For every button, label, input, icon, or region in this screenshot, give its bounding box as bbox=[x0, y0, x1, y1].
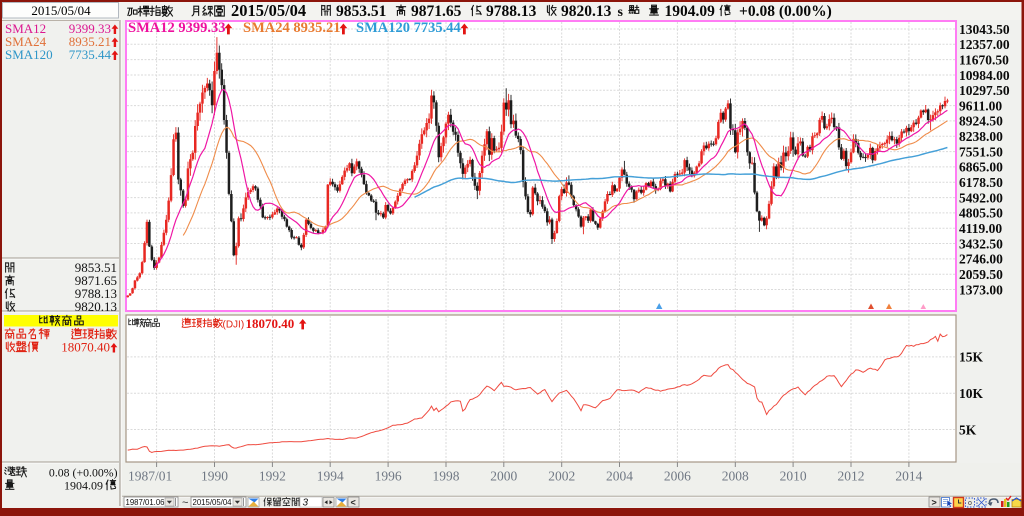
svg-text:8935.21: 8935.21 bbox=[69, 34, 111, 49]
svg-text:1996: 1996 bbox=[375, 468, 402, 483]
svg-text:9871.65: 9871.65 bbox=[411, 3, 462, 20]
svg-text:1998: 1998 bbox=[433, 468, 460, 483]
svg-text:10K: 10K bbox=[959, 386, 984, 401]
svg-text:2746.00: 2746.00 bbox=[959, 252, 1003, 267]
svg-text:4119.00: 4119.00 bbox=[959, 221, 1002, 236]
svg-text:(DJI): (DJI) bbox=[223, 320, 245, 331]
svg-text:~: ~ bbox=[182, 497, 188, 509]
svg-text:10984.00: 10984.00 bbox=[959, 68, 1010, 83]
svg-text:13043.50: 13043.50 bbox=[959, 22, 1010, 37]
svg-text:9820.13: 9820.13 bbox=[561, 3, 612, 20]
svg-text:6178.50: 6178.50 bbox=[959, 175, 1003, 190]
svg-text:12357.00: 12357.00 bbox=[959, 37, 1010, 52]
svg-text:2004: 2004 bbox=[606, 468, 633, 483]
svg-text:1373.00: 1373.00 bbox=[959, 282, 1003, 297]
svg-text:SMA12: SMA12 bbox=[5, 21, 46, 36]
svg-text:8238.00: 8238.00 bbox=[959, 129, 1003, 144]
svg-text:2006: 2006 bbox=[664, 468, 691, 483]
svg-text:7735.44: 7735.44 bbox=[69, 47, 112, 62]
svg-text:3: 3 bbox=[303, 498, 309, 509]
svg-text:SMA24: SMA24 bbox=[5, 34, 47, 49]
svg-text:2012: 2012 bbox=[838, 468, 865, 483]
svg-text:2015/05/04: 2015/05/04 bbox=[193, 498, 233, 507]
svg-text:2015/05/04: 2015/05/04 bbox=[231, 1, 306, 20]
svg-text:6865.00: 6865.00 bbox=[959, 160, 1003, 175]
svg-text:9788.13: 9788.13 bbox=[75, 286, 117, 301]
svg-text:SMA12 9399.33: SMA12 9399.33 bbox=[128, 20, 225, 36]
svg-text:7551.50: 7551.50 bbox=[959, 144, 1003, 159]
svg-text:<: < bbox=[351, 498, 356, 508]
svg-text:8924.50: 8924.50 bbox=[959, 114, 1003, 129]
svg-text:9399.33: 9399.33 bbox=[69, 21, 111, 36]
svg-text:15K: 15K bbox=[959, 350, 984, 365]
svg-text:2010: 2010 bbox=[780, 468, 807, 483]
svg-text:2014: 2014 bbox=[895, 468, 922, 483]
svg-text:9853.51: 9853.51 bbox=[75, 260, 117, 275]
svg-text:9853.51: 9853.51 bbox=[336, 3, 386, 20]
svg-text:2008: 2008 bbox=[722, 468, 749, 483]
svg-text:2002: 2002 bbox=[548, 468, 575, 483]
svg-text:1987/01: 1987/01 bbox=[128, 468, 172, 483]
svg-text:2015/05/04: 2015/05/04 bbox=[31, 3, 91, 18]
svg-text:9788.13: 9788.13 bbox=[486, 3, 537, 20]
svg-text:SMA120 7735.44: SMA120 7735.44 bbox=[356, 20, 461, 36]
svg-text:1994: 1994 bbox=[317, 468, 344, 483]
svg-text:1992: 1992 bbox=[259, 468, 286, 483]
svg-text:2000: 2000 bbox=[490, 468, 517, 483]
svg-text:1987/01.06: 1987/01.06 bbox=[126, 498, 165, 507]
svg-text:2059.50: 2059.50 bbox=[959, 267, 1003, 282]
svg-text:9611.00: 9611.00 bbox=[959, 98, 1002, 113]
svg-text:11670.50: 11670.50 bbox=[959, 52, 1009, 67]
svg-text:1904.09: 1904.09 bbox=[64, 479, 103, 493]
svg-text:9820.13: 9820.13 bbox=[75, 299, 117, 314]
svg-text:s: s bbox=[618, 5, 624, 20]
svg-text:SMA120: SMA120 bbox=[5, 47, 53, 62]
svg-text:>: > bbox=[932, 498, 937, 508]
svg-text:o: o bbox=[968, 500, 972, 507]
svg-text:1990: 1990 bbox=[201, 468, 228, 483]
svg-text:18070.40: 18070.40 bbox=[246, 316, 295, 331]
svg-text:3432.50: 3432.50 bbox=[959, 236, 1003, 251]
svg-text:9871.65: 9871.65 bbox=[75, 273, 117, 288]
svg-text:18070.40: 18070.40 bbox=[61, 340, 110, 355]
svg-text:SMA24 8935.21: SMA24 8935.21 bbox=[243, 20, 340, 36]
svg-text:+0.08 (0.00%): +0.08 (0.00%) bbox=[739, 3, 832, 20]
svg-text:4805.50: 4805.50 bbox=[959, 206, 1003, 221]
svg-text:5492.00: 5492.00 bbox=[959, 190, 1003, 205]
svg-text:1904.09: 1904.09 bbox=[665, 3, 716, 20]
svg-text:10297.50: 10297.50 bbox=[959, 83, 1010, 98]
svg-text:5K: 5K bbox=[959, 422, 977, 437]
svg-text:0.08 (+0.00%): 0.08 (+0.00%) bbox=[49, 466, 118, 480]
